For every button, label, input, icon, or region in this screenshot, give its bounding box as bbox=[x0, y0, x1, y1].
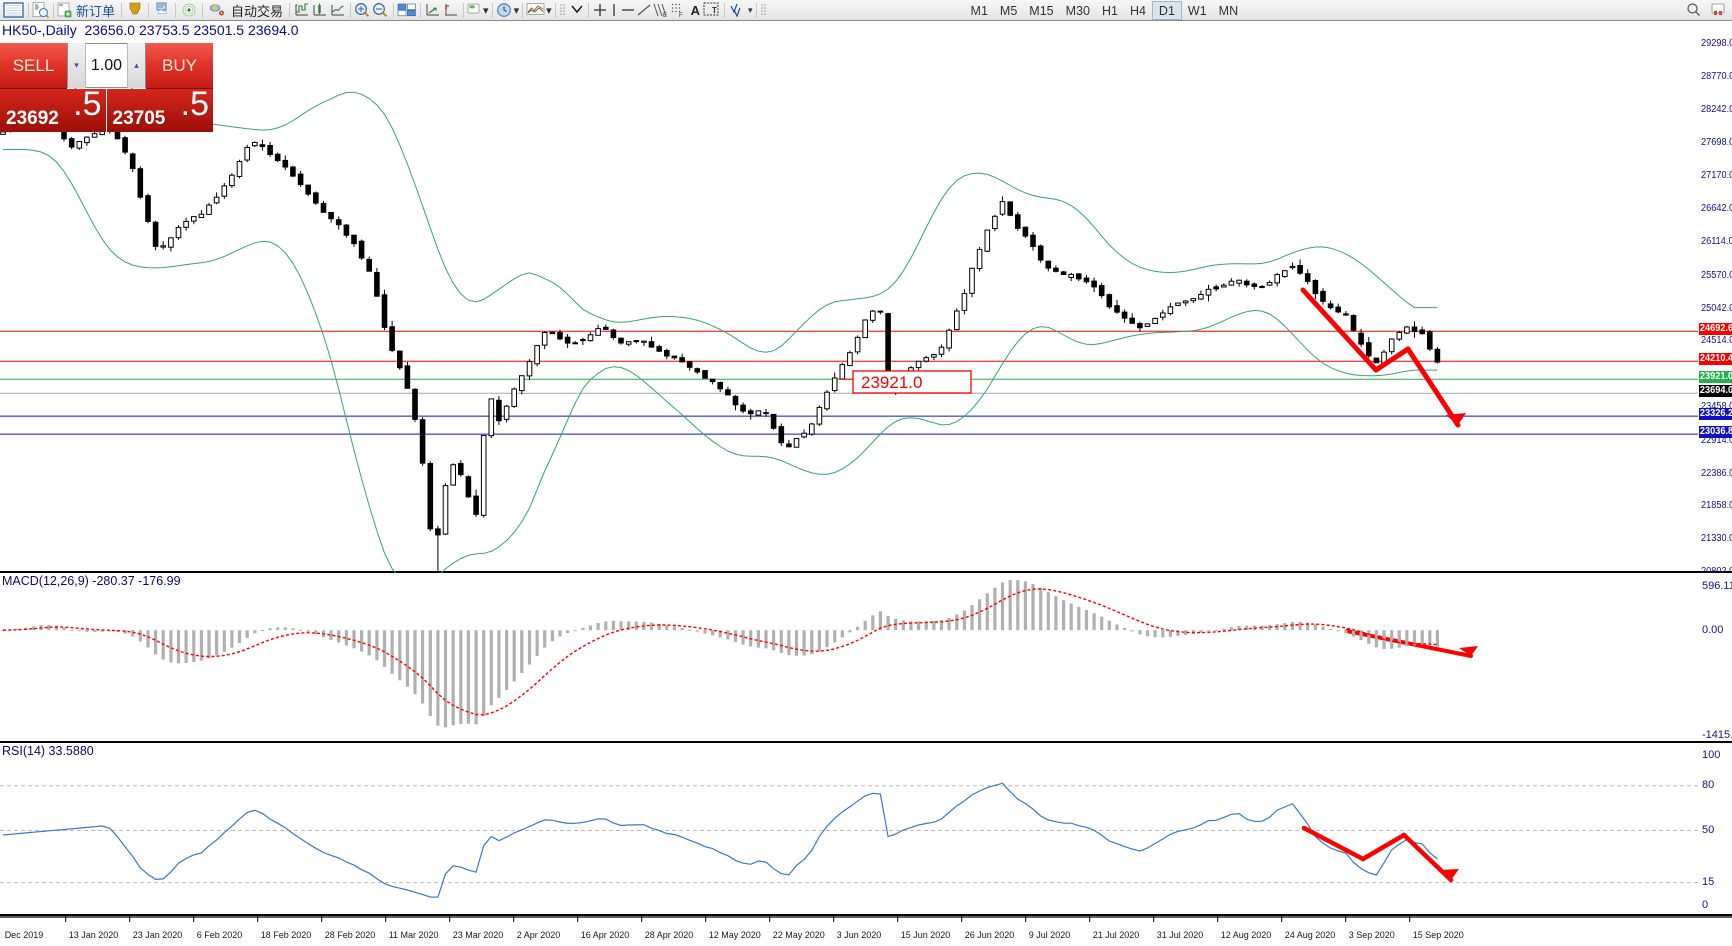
svg-text:E: E bbox=[663, 13, 667, 18]
svg-text:F: F bbox=[679, 13, 683, 18]
svg-text:T: T bbox=[712, 6, 717, 15]
svg-text:23921.0: 23921.0 bbox=[861, 373, 922, 392]
